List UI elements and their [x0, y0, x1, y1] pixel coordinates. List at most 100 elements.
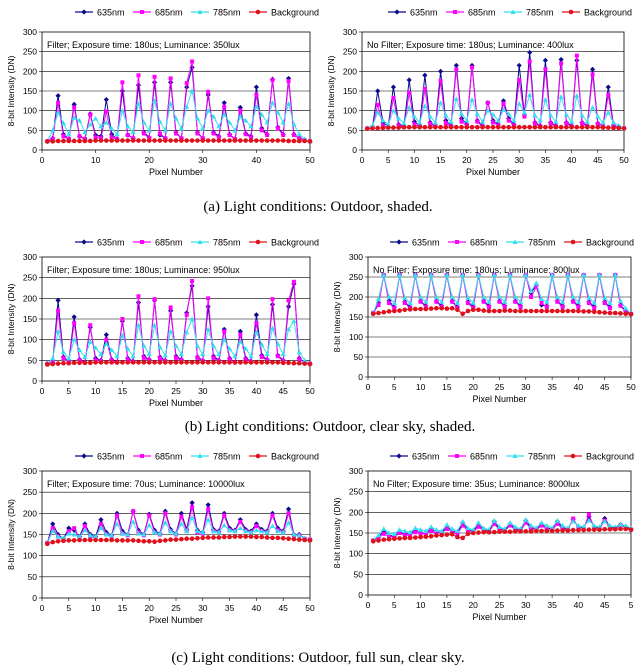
marker-triangle: [146, 127, 152, 133]
marker-triangle: [470, 527, 476, 532]
marker-square: [387, 534, 392, 539]
marker-triangle: [575, 299, 581, 304]
marker-triangle: [516, 100, 522, 106]
marker-triangle: [512, 294, 518, 299]
marker-triangle: [512, 239, 518, 244]
marker-triangle: [275, 341, 281, 346]
marker-circle: [469, 124, 475, 130]
marker-triangle: [385, 121, 391, 127]
marker-triangle: [189, 514, 195, 520]
x-tick-label: 0: [366, 600, 371, 610]
marker-square: [286, 79, 291, 84]
marker-circle: [50, 139, 56, 144]
marker-circle: [93, 138, 98, 143]
marker-triangle: [114, 521, 120, 526]
marker-circle: [439, 305, 444, 311]
marker-triangle: [449, 294, 455, 299]
x-tick-label: 30: [521, 382, 531, 392]
marker-diamond: [375, 88, 381, 94]
marker-square: [460, 523, 465, 528]
y-tick-label: 0: [32, 376, 37, 386]
marker-square: [211, 131, 216, 136]
marker-square: [163, 511, 168, 516]
marker-circle: [464, 124, 470, 130]
marker-circle: [576, 308, 581, 314]
x-tick-label: 50: [305, 386, 315, 396]
marker-triangle: [253, 329, 259, 335]
marker-circle: [565, 528, 571, 533]
marker-circle: [381, 537, 387, 542]
marker-triangle: [103, 119, 109, 125]
marker-square: [492, 521, 497, 526]
marker-triangle: [205, 108, 211, 113]
marker-triangle: [511, 117, 517, 123]
marker-circle: [417, 124, 422, 130]
marker-square: [98, 136, 103, 141]
marker-square: [501, 101, 506, 106]
marker-square: [152, 297, 157, 302]
marker-triangle: [401, 120, 407, 126]
marker-circle: [173, 360, 179, 365]
marker-circle: [568, 9, 574, 15]
marker-circle: [427, 124, 433, 130]
marker-square: [576, 305, 581, 309]
marker-circle: [232, 360, 238, 365]
marker-circle: [548, 124, 553, 130]
marker-circle: [211, 535, 216, 540]
marker-square: [131, 136, 136, 141]
y-tick-label: 100: [343, 106, 357, 116]
marker-square: [529, 526, 534, 531]
marker-square: [559, 61, 564, 66]
marker-square: [574, 53, 579, 58]
marker-circle: [168, 537, 173, 542]
marker-circle: [434, 305, 439, 311]
marker-diamond: [406, 77, 412, 83]
marker-square: [72, 105, 77, 110]
marker-square: [157, 131, 162, 136]
legend-item-background: Background: [249, 452, 319, 462]
x-tick-label: 40: [252, 386, 262, 396]
marker-triangle: [141, 343, 147, 348]
marker-circle: [386, 536, 392, 542]
x-tick-label: 25: [171, 386, 181, 396]
y-tick-label: 200: [343, 66, 357, 76]
marker-circle: [511, 124, 517, 130]
legend-label: 685nm: [155, 238, 183, 248]
marker-circle: [491, 529, 497, 535]
legend-label: 635nm: [412, 452, 440, 462]
marker-circle: [444, 532, 450, 537]
marker-square: [376, 535, 381, 540]
marker-circle: [200, 138, 206, 143]
marker-circle: [71, 538, 77, 543]
y-tick-label: 0: [32, 593, 37, 603]
chart-panel-5: 635nm 685nm 785nm Background050100150200250…: [6, 452, 319, 626]
marker-circle: [55, 138, 61, 144]
marker-square: [291, 133, 296, 138]
marker-circle: [539, 308, 544, 314]
caption-c: (c) Light conditions: Outdoor, full sun,…: [171, 650, 464, 666]
marker-circle: [502, 529, 508, 535]
marker-triangle: [173, 343, 179, 348]
marker-diamond: [189, 500, 195, 506]
marker-circle: [481, 529, 487, 535]
marker-triangle: [506, 111, 512, 116]
marker-triangle: [390, 108, 397, 113]
marker-triangle: [496, 294, 503, 299]
caption-b: (b) Light conditions: Outdoor, clear sky…: [185, 419, 475, 435]
marker-circle: [375, 125, 381, 131]
marker-circle: [152, 539, 157, 544]
x-tick-label: 30: [198, 386, 208, 396]
marker-triangle: [565, 272, 571, 277]
marker-circle: [66, 360, 72, 366]
marker-circle: [555, 528, 560, 533]
marker-circle: [481, 308, 487, 313]
marker-circle: [397, 536, 402, 541]
marker-circle: [184, 138, 190, 143]
marker-triangle: [574, 93, 580, 98]
marker-circle: [221, 534, 227, 540]
marker-circle: [211, 138, 216, 143]
marker-square: [50, 526, 55, 531]
marker-circle: [82, 360, 88, 366]
marker-triangle: [146, 351, 152, 357]
marker-triangle: [178, 351, 184, 357]
